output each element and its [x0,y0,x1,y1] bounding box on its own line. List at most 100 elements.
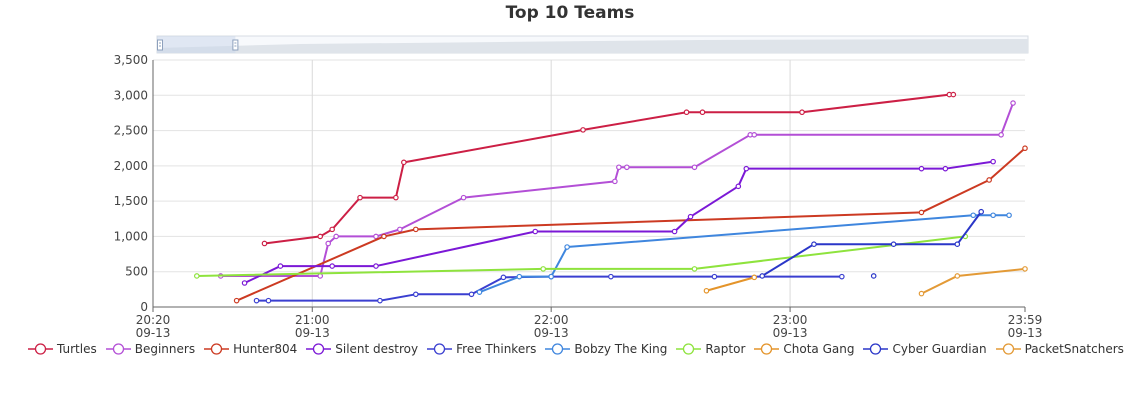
data-point[interactable] [711,273,718,280]
data-point[interactable] [277,263,284,269]
data-point[interactable] [759,273,766,279]
data-point[interactable] [870,273,877,279]
legend-item[interactable]: Chota Gang [754,342,854,356]
y-tick-label: 0 [140,300,148,314]
data-point[interactable] [412,226,419,233]
data-point[interactable] [890,241,897,247]
legend-item[interactable]: Bobzy The King [545,342,667,356]
data-point[interactable] [261,240,268,247]
data-point[interactable] [950,91,957,98]
data-point[interactable] [954,273,961,279]
data-point[interactable] [329,263,335,269]
data-point[interactable] [397,226,403,233]
legend-symbol-icon [754,343,780,355]
legend-item[interactable]: Hunter804 [204,342,297,356]
data-point[interactable] [918,165,925,172]
data-point[interactable] [373,233,379,240]
data-point[interactable] [743,165,750,172]
data-point[interactable] [357,194,363,201]
data-point[interactable] [317,233,324,240]
data-point[interactable] [325,240,331,247]
data-point[interactable] [460,194,467,201]
data-point[interactable] [468,291,475,298]
y-tick-label: 1,500 [114,194,148,208]
data-point[interactable] [970,212,977,219]
data-point[interactable] [476,289,483,295]
data-point[interactable] [918,290,925,297]
series-line [220,102,1014,277]
series-line [706,276,755,292]
x-tick-date-label: 09-13 [1008,326,1043,340]
data-point[interactable] [500,274,507,281]
data-point[interactable] [241,280,248,286]
legend-symbol-icon [427,343,453,355]
data-point[interactable] [393,194,399,201]
data-point[interactable] [265,297,272,304]
data-point[interactable] [691,266,698,272]
zoom-handle-left[interactable] [157,39,163,51]
zoom-handle-right[interactable] [232,39,239,51]
data-point[interactable] [532,228,539,235]
y-tick-label: 500 [125,265,148,279]
series-line [244,160,994,284]
data-point[interactable] [412,291,419,298]
legend-symbol-icon [676,343,702,355]
data-point[interactable] [401,159,407,166]
data-point[interactable] [540,266,547,272]
data-point[interactable] [683,109,690,116]
data-point[interactable] [616,164,622,171]
data-point[interactable] [691,164,698,171]
legend-item[interactable]: Raptor [676,342,745,356]
data-point[interactable] [918,209,925,216]
data-point[interactable] [671,228,678,235]
legend-item[interactable]: Turtles [28,342,97,356]
data-point[interactable] [193,273,200,279]
data-point[interactable] [799,109,805,116]
legend-item[interactable]: PacketSnatchers [995,342,1124,356]
legend-item[interactable]: Silent destroy [306,342,418,356]
data-point[interactable] [548,273,554,280]
data-point[interactable] [1022,266,1028,272]
data-point[interactable] [516,273,523,280]
data-point[interactable] [751,274,758,281]
legend: Turtles Beginners Hunter804 Silent destr… [28,342,1133,362]
data-point[interactable] [608,273,614,280]
y-tick-label: 3,500 [114,53,148,67]
data-point[interactable] [612,178,618,185]
data-point[interactable] [687,213,694,220]
data-point[interactable] [990,212,996,219]
data-point[interactable] [954,241,961,247]
data-point[interactable] [253,297,260,304]
legend-label: Beginners [134,342,196,356]
data-point[interactable] [978,208,985,215]
data-point[interactable] [333,233,339,240]
legend-item[interactable]: Beginners [105,342,196,356]
data-point[interactable] [998,132,1004,138]
data-point[interactable] [751,132,758,138]
zoom-slider-window [157,36,236,53]
data-point[interactable] [735,183,742,190]
data-point[interactable] [624,164,630,171]
data-point[interactable] [942,165,949,172]
data-point[interactable] [564,244,570,250]
data-point[interactable] [329,226,335,233]
data-point[interactable] [233,297,240,304]
data-point[interactable] [1006,212,1012,219]
data-point[interactable] [580,127,586,133]
data-point[interactable] [381,233,387,240]
data-point[interactable] [1022,145,1028,152]
data-point[interactable] [703,287,710,294]
legend-item[interactable]: Free Thinkers [427,342,536,356]
data-point[interactable] [1010,100,1016,106]
data-point[interactable] [986,177,992,183]
legend-item[interactable]: Cyber Guardian [863,342,987,356]
data-point[interactable] [373,263,379,269]
legend-label: PacketSnatchers [1024,342,1124,356]
data-point[interactable] [377,297,383,304]
data-point[interactable] [699,109,706,116]
data-point[interactable] [839,273,845,280]
data-point[interactable] [990,158,996,165]
x-tick-label: 21:00 [295,313,330,327]
data-point[interactable] [811,241,817,247]
